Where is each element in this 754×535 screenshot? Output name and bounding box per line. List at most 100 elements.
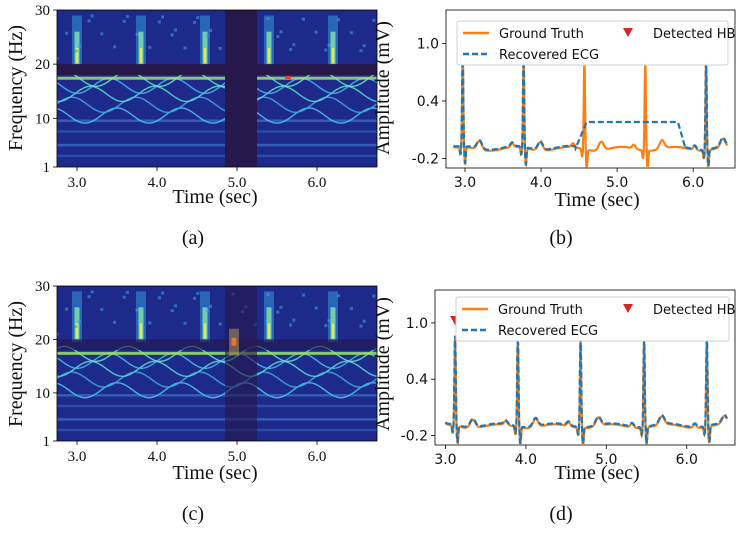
y-tick-label: 1 bbox=[43, 434, 51, 450]
x-tick-label: 4.0 bbox=[515, 452, 537, 468]
y-tick-label: 20 bbox=[35, 57, 50, 73]
y-tick-label: -0.2 bbox=[412, 151, 439, 167]
legend-marker-detected-b bbox=[623, 28, 633, 37]
panel-a: 3.0 4.0 5.0 6.0 30 20 10 1 Time (sec) Frequency… bbox=[5, 3, 378, 249]
spec-low-band bbox=[57, 119, 377, 122]
spec-speckle bbox=[90, 14, 94, 18]
y-tick-label: -0.2 bbox=[401, 429, 428, 445]
x-tick-label: 3.0 bbox=[434, 452, 456, 468]
spec-speckle bbox=[359, 49, 363, 53]
spec-burst-peak bbox=[75, 323, 79, 339]
y-tick-label: 1.0 bbox=[417, 37, 439, 53]
spec-ridge bbox=[57, 96, 377, 113]
panel-c: 3.0 4.0 5.0 6.0 30 20 10 1 Time (sec) Frequency… bbox=[5, 279, 378, 525]
spec-ridge bbox=[57, 360, 377, 378]
xlabel-b: Time (sec) bbox=[554, 189, 639, 211]
legend-box-b bbox=[456, 20, 729, 66]
spec-speckle bbox=[349, 31, 353, 35]
axes-frame-a bbox=[56, 9, 378, 168]
spec-speckle bbox=[209, 29, 213, 33]
spec-speckle bbox=[135, 32, 139, 36]
ylabel-b: Amplitude (mV) bbox=[372, 21, 394, 155]
spec-speckle bbox=[65, 307, 69, 311]
spec-speckle bbox=[87, 295, 91, 299]
spec-speckle bbox=[324, 324, 328, 328]
spec-speckle bbox=[161, 291, 165, 295]
y-tick-label: 1 bbox=[43, 160, 51, 176]
caption-a: (a) bbox=[182, 227, 204, 249]
x-tick-label: 5.0 bbox=[228, 449, 247, 465]
x-tick-label: 4.0 bbox=[530, 175, 552, 191]
xlabel-a: Time (sec) bbox=[172, 186, 257, 208]
spec-speckle bbox=[289, 48, 293, 52]
legend-recovered-b: Recovered ECG bbox=[499, 48, 599, 63]
spec-speckle bbox=[218, 46, 222, 50]
spec-speckle bbox=[170, 33, 174, 37]
spec-burst-peak bbox=[267, 47, 271, 64]
x-tick-label: 3.0 bbox=[68, 175, 87, 191]
spec-speckle bbox=[324, 48, 328, 52]
spec-speckle bbox=[193, 20, 197, 24]
spec-speckle bbox=[113, 320, 117, 324]
y-tick-label: 30 bbox=[35, 279, 50, 295]
x-tick-label: 6.0 bbox=[676, 452, 698, 468]
spec-speckle bbox=[122, 295, 126, 299]
panel-b: 3.0 4.0 5.0 6.0 1.0 0.4 -0.2 Time (sec) Amplit… bbox=[372, 9, 735, 249]
spec-burst-peak bbox=[75, 47, 79, 64]
spec-speckle bbox=[292, 318, 296, 322]
spec-speckle bbox=[327, 43, 331, 47]
spec-low-band bbox=[57, 154, 377, 158]
spec-burst-peak bbox=[139, 323, 143, 339]
spec-speckle bbox=[349, 306, 353, 310]
spec-low-band bbox=[57, 130, 377, 133]
spec-ridge bbox=[57, 371, 377, 388]
spec-speckle bbox=[205, 33, 209, 37]
spec-speckle bbox=[77, 320, 81, 324]
spec-burst-peak bbox=[267, 323, 271, 339]
x-tick-label: 4.0 bbox=[148, 449, 167, 465]
spec-speckle bbox=[77, 44, 81, 48]
series-recovered-ecg bbox=[444, 335, 728, 445]
spec-speckle bbox=[173, 28, 177, 32]
legend-marker-detected-d bbox=[623, 304, 633, 313]
x-tick-label: 3.0 bbox=[68, 449, 87, 465]
ticks-d: 3.0 4.0 5.0 6.0 1.0 0.4 -0.2 bbox=[401, 316, 698, 468]
spectrogram-a bbox=[57, 10, 377, 167]
spec-speckle bbox=[372, 294, 376, 298]
spec-speckle bbox=[362, 44, 366, 48]
spec-speckle bbox=[113, 45, 117, 49]
series-recovered-ecg bbox=[452, 55, 729, 168]
spec-burst-peak bbox=[203, 323, 207, 339]
spec-speckle bbox=[100, 308, 104, 312]
spec-speckle bbox=[148, 45, 152, 49]
x-tick-label: 5.0 bbox=[228, 175, 247, 191]
series-ground-truth bbox=[452, 55, 729, 168]
spec-speckle bbox=[279, 305, 283, 309]
spec-speckle bbox=[170, 309, 174, 313]
x-tick-label: 6.0 bbox=[308, 175, 327, 191]
spec-speckle bbox=[87, 19, 91, 23]
spec-speckle bbox=[135, 308, 139, 312]
spec-speckle bbox=[372, 18, 376, 22]
spec-speckle bbox=[314, 30, 318, 34]
ticks-b: 3.0 4.0 5.0 6.0 1.0 0.4 -0.2 bbox=[412, 37, 705, 191]
spec-speckle bbox=[57, 57, 59, 61]
spec-speckle bbox=[125, 14, 129, 18]
y-tick-label: 0.4 bbox=[406, 372, 428, 388]
spec-speckle bbox=[266, 17, 270, 21]
spec-speckle bbox=[173, 304, 177, 308]
spec-speckle bbox=[292, 43, 296, 47]
spec-speckle bbox=[161, 15, 165, 19]
x-tick-label: 6.0 bbox=[308, 449, 327, 465]
ticks-c: 3.0 4.0 5.0 6.0 30 20 10 1 bbox=[35, 279, 326, 465]
ticks-a: 3.0 4.0 5.0 6.0 30 20 10 1 bbox=[35, 3, 326, 191]
legend-detected-b: Detected HB bbox=[653, 27, 735, 42]
spec-ridge bbox=[57, 85, 377, 103]
spec-low-band bbox=[57, 143, 377, 147]
spec-speckle bbox=[157, 296, 161, 300]
ylabel-c: Frequency (Hz) bbox=[5, 301, 27, 427]
x-tick-label: 6.0 bbox=[682, 175, 704, 191]
spec-speckle bbox=[359, 324, 363, 328]
ylabel-a: Frequency (Hz) bbox=[5, 25, 27, 151]
